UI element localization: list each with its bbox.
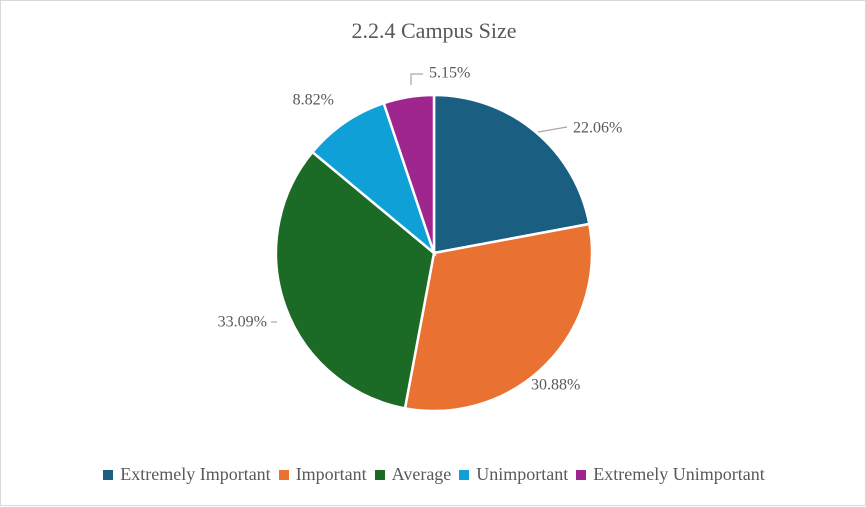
leader-line-extremely-important: [537, 126, 568, 133]
legend-label: Average: [391, 464, 452, 484]
pie-slice-average: [274, 150, 436, 410]
legend: Extremely Important Important Average Unimp…: [1, 464, 866, 485]
legend-swatch: [103, 469, 114, 480]
legend-swatch: [278, 469, 289, 480]
pie-slice-important: [403, 222, 594, 413]
legend-item-extremely-important: Extremely Important: [103, 464, 271, 485]
pie-slice-unimportant: [310, 101, 437, 257]
data-label-important: 30.88%: [531, 377, 580, 394]
legend-label: Important: [295, 464, 367, 484]
legend-swatch: [374, 469, 385, 480]
data-label-average: 33.09%: [218, 314, 267, 331]
legend-label: Extremely Unimportant: [593, 464, 765, 484]
pie-slice-extremely-important: [432, 93, 591, 255]
legend-item-unimportant: Unimportant: [459, 464, 568, 485]
data-label-extremely-important: 22.06%: [573, 120, 622, 137]
legend-label: Extremely Important: [120, 464, 271, 484]
chart-title: 2.2.4 Campus Size: [351, 18, 517, 43]
legend-swatch: [576, 469, 587, 480]
data-label-extremely-unimportant: 5.15%: [429, 65, 470, 82]
legend-item-average: Average: [374, 464, 452, 485]
data-label-unimportant: 8.82%: [293, 92, 334, 109]
legend-item-extremely-unimportant: Extremely Unimportant: [576, 464, 765, 485]
leader-line-extremely-unimportant: [410, 73, 423, 85]
legend-swatch: [459, 469, 470, 480]
legend-item-important: Important: [278, 464, 367, 485]
pie-slice-extremely-unimportant: [382, 93, 436, 254]
legend-label: Unimportant: [476, 464, 569, 484]
